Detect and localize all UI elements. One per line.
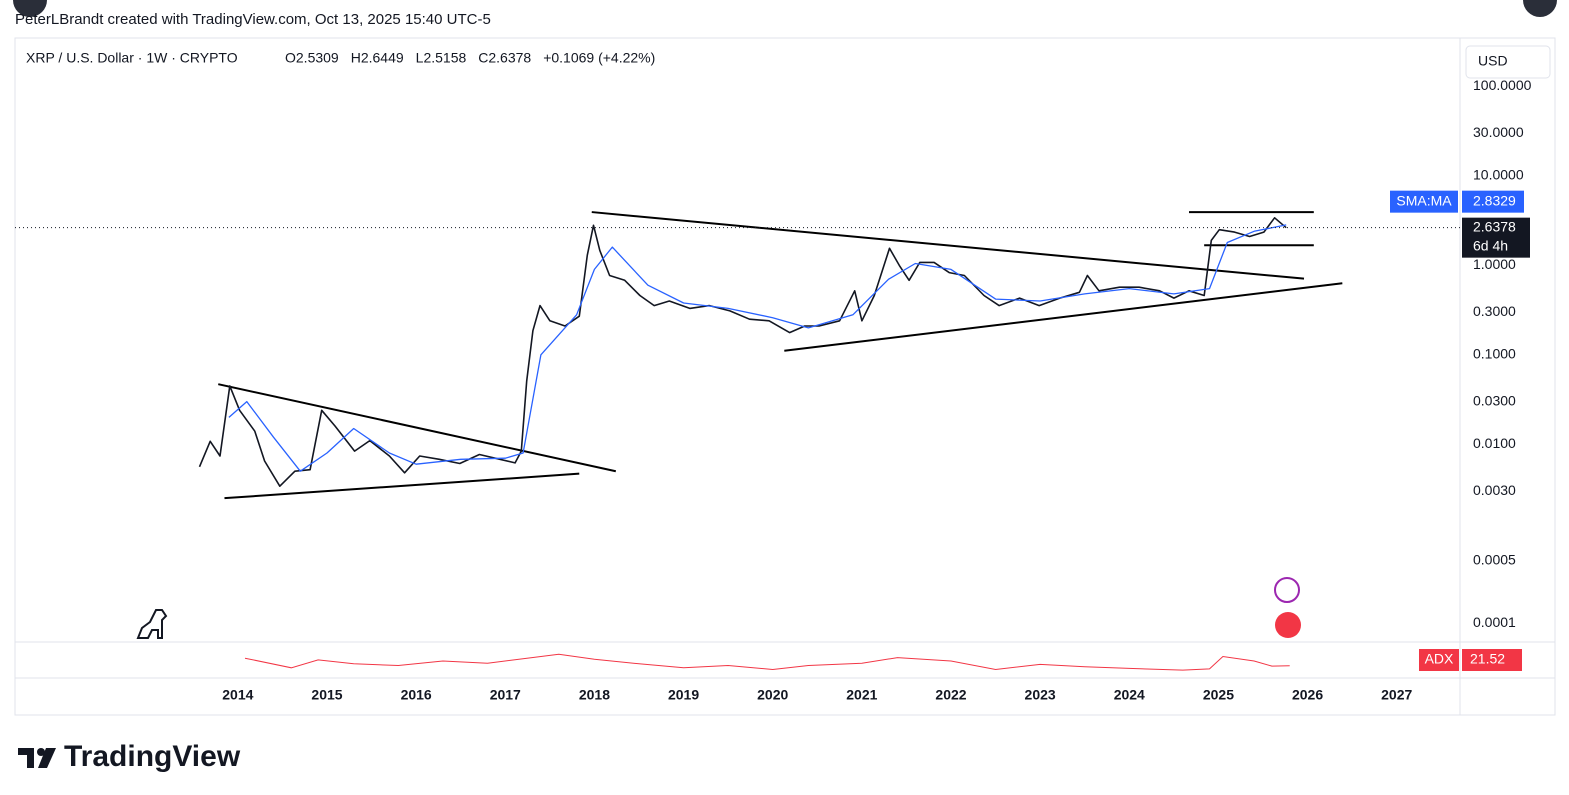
countdown: 6d 4h bbox=[1473, 237, 1508, 253]
trendline bbox=[218, 383, 617, 473]
trendline bbox=[784, 282, 1343, 352]
x-tick-label: 2020 bbox=[757, 687, 788, 703]
y-tick-label: 0.3000 bbox=[1473, 303, 1516, 319]
y-tick-label: 0.0300 bbox=[1473, 392, 1516, 408]
ohlc-legend: O2.5309 H2.6449 L2.5158 C2.6378 +0.1069 (+4.… bbox=[285, 50, 655, 66]
x-tick-label: 2015 bbox=[311, 687, 342, 703]
x-tick-label: 2021 bbox=[846, 687, 877, 703]
y-tick-label: 0.1000 bbox=[1473, 346, 1516, 362]
x-tick-label: 2017 bbox=[490, 687, 521, 703]
logo-mark bbox=[18, 748, 56, 768]
trendline bbox=[224, 472, 580, 500]
ideas-icon[interactable] bbox=[1274, 577, 1300, 603]
y-tick-label: 0.0001 bbox=[1473, 614, 1516, 630]
trendline bbox=[591, 211, 1305, 280]
events-icon[interactable] bbox=[1275, 612, 1301, 638]
corner-button[interactable] bbox=[13, 0, 47, 17]
x-tick-label: 2016 bbox=[401, 687, 432, 703]
attribution: PeterLBrandt created with TradingView.co… bbox=[15, 11, 491, 28]
chart-frame bbox=[14, 37, 1556, 716]
symbol-legend: XRP / U.S. Dollar · 1W · CRYPTO bbox=[26, 50, 238, 66]
x-tick-label: 2019 bbox=[668, 687, 699, 703]
y-tick-label: 1.0000 bbox=[1473, 256, 1516, 272]
y-tick-label: 0.0100 bbox=[1473, 435, 1516, 451]
y-tick-label: 100.0000 bbox=[1473, 77, 1532, 93]
sma-line bbox=[228, 224, 1287, 472]
y-tick-label: 10.0000 bbox=[1473, 167, 1524, 183]
adx-line bbox=[244, 653, 1290, 671]
adx-name: ADX bbox=[1425, 651, 1454, 667]
sma-name: SMA:MA bbox=[1396, 192, 1452, 208]
y-tick-label: 30.0000 bbox=[1473, 124, 1524, 140]
adx-value: 21.52 bbox=[1470, 651, 1505, 667]
logo-shape bbox=[18, 748, 34, 768]
price-box bbox=[1462, 217, 1530, 258]
y-tick-label: 0.0030 bbox=[1473, 482, 1516, 498]
adx-value-box bbox=[1462, 649, 1522, 671]
legend-value: C2.6378 bbox=[478, 50, 531, 66]
legend-value: +0.1069 (+4.22%) bbox=[543, 50, 655, 66]
x-tick-label: 2024 bbox=[1114, 687, 1145, 703]
x-tick-label: 2014 bbox=[222, 687, 253, 703]
currency-button[interactable] bbox=[1465, 45, 1551, 79]
legend-value: L2.5158 bbox=[416, 50, 467, 66]
price-value: 2.6378 bbox=[1473, 218, 1516, 234]
legend-value: O2.5309 bbox=[285, 50, 339, 66]
x-tick-label: 2026 bbox=[1292, 687, 1323, 703]
x-tick-label: 2025 bbox=[1203, 687, 1234, 703]
adx-name-box bbox=[1419, 649, 1459, 671]
plot bbox=[15, 211, 1460, 671]
legend-value: H2.6449 bbox=[351, 50, 404, 66]
sma-value-box bbox=[1462, 190, 1524, 213]
y-tick-label: 0.0005 bbox=[1473, 551, 1516, 567]
logo-shape bbox=[37, 748, 45, 756]
sma-value: 2.8329 bbox=[1473, 192, 1516, 208]
logo-shape bbox=[38, 748, 56, 768]
x-tick-label: 2027 bbox=[1381, 687, 1412, 703]
currency: USD bbox=[1478, 53, 1508, 69]
sma-name-box bbox=[1390, 190, 1458, 213]
x-tick-label: 2018 bbox=[579, 687, 610, 703]
tv-icon bbox=[136, 609, 168, 639]
logo-text: TradingView bbox=[64, 740, 241, 773]
x-tick-label: 2023 bbox=[1025, 687, 1056, 703]
x-tick-label: 2022 bbox=[935, 687, 966, 703]
corner-button[interactable] bbox=[1523, 0, 1557, 17]
